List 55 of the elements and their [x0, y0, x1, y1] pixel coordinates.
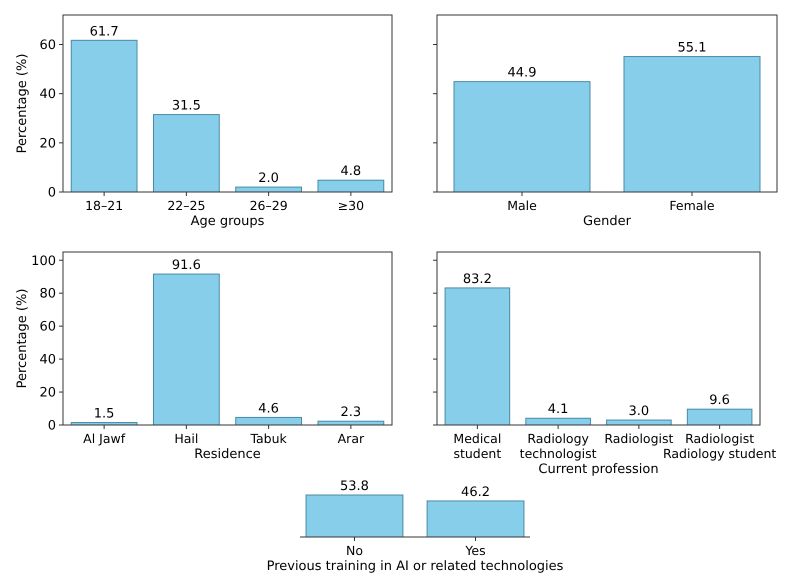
x-tick-label: Radiology technologist [520, 431, 597, 461]
x-tick-label: Al Jawf [83, 431, 126, 446]
y-tick-label: 20 [39, 136, 56, 152]
data-label: 53.8 [340, 479, 369, 494]
x-tick-label: Radiologist [604, 431, 674, 446]
x-tick-label: Hail [174, 431, 198, 446]
data-label: 31.5 [172, 98, 201, 114]
x-tick-label: ≥30 [338, 198, 364, 213]
y-tick-label: 40 [39, 87, 56, 102]
x-tick-label: 18–21 [85, 198, 124, 213]
x-tick-label: No [346, 543, 363, 558]
data-label: 4.6 [258, 401, 279, 416]
data-label: 2.0 [258, 171, 279, 186]
data-label: 2.3 [340, 405, 362, 420]
data-label: 9.6 [709, 393, 730, 408]
x-tick-label: Arar [338, 431, 365, 446]
data-label: 3.0 [628, 404, 650, 420]
bar [525, 418, 591, 426]
bar [152, 274, 220, 426]
data-label: 61.7 [90, 24, 119, 40]
x-tick-label: Yes [464, 543, 486, 558]
x-tick-label: Female [669, 198, 715, 213]
x-axis-title: Current profession [538, 462, 659, 477]
y-tick-label: 40 [39, 352, 56, 368]
y-axis-title: Percentage (%) [15, 288, 30, 388]
data-label: 46.2 [461, 484, 490, 500]
y-tick-label: 60 [39, 320, 56, 335]
data-label: 4.8 [340, 164, 362, 180]
bar [686, 408, 752, 426]
x-axis-title: Previous training in AI or related technologies [266, 559, 564, 574]
data-label: 91.6 [172, 258, 201, 274]
x-axis-title: Residence [194, 447, 261, 462]
bar [444, 287, 510, 426]
y-tick-label: 0 [48, 186, 56, 201]
bar [317, 180, 384, 192]
data-label: 44.9 [508, 66, 536, 81]
y-tick-label: 0 [48, 418, 56, 434]
y-tick-label: 100 [31, 254, 56, 269]
x-tick-label: Tabuk [249, 431, 288, 446]
x-tick-label: 22–25 [167, 198, 206, 213]
bar [70, 40, 138, 192]
x-axis-title: Gender [583, 214, 632, 229]
x-axis-title: Age groups [190, 214, 265, 229]
y-tick-label: 20 [39, 386, 56, 401]
data-label: 4.1 [548, 402, 568, 418]
x-tick-label: Medical student [453, 431, 502, 461]
data-label: 83.2 [462, 272, 492, 287]
data-label: 1.5 [94, 406, 114, 422]
x-tick-label: 26–29 [250, 198, 288, 213]
bar [152, 114, 220, 192]
y-tick-label: 60 [39, 38, 56, 54]
data-label: 55.1 [678, 40, 706, 56]
x-tick-label: Male [507, 198, 538, 213]
y-axis-title: Percentage (%) [15, 54, 30, 154]
y-tick-label: 80 [39, 286, 56, 302]
